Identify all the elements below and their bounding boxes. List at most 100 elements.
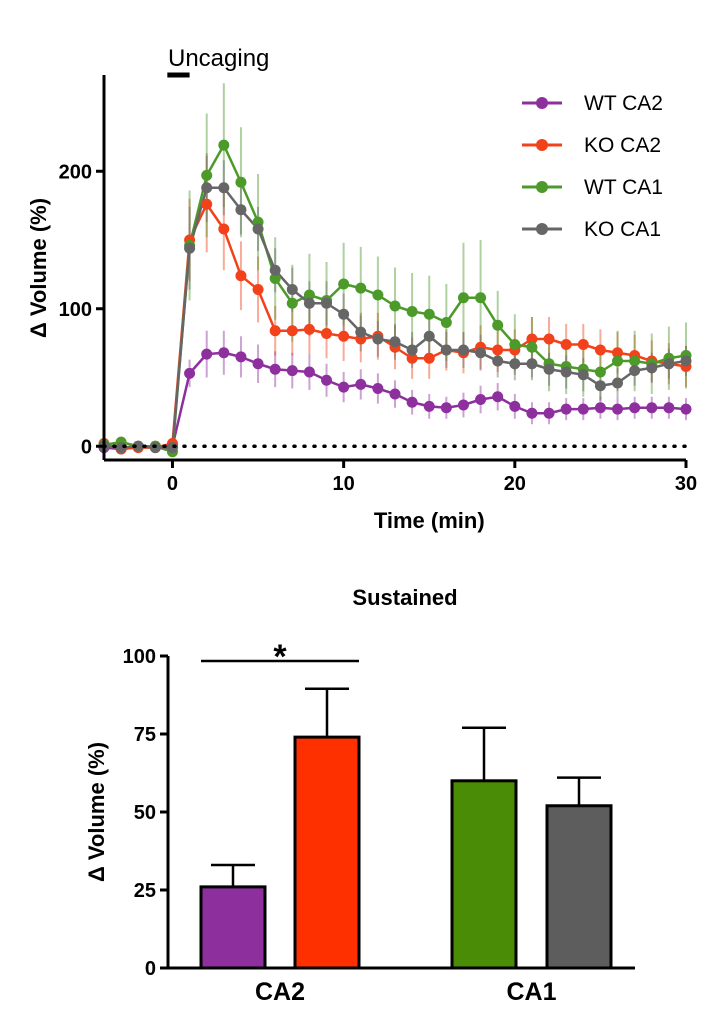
- ko-ca1-bar: [545, 804, 613, 970]
- ko-ca1-data-point: [166, 442, 178, 454]
- wt-ca2-data-point: [509, 400, 521, 412]
- ko-ca2-data-point: [338, 330, 350, 342]
- wt-ca1-data-point: [338, 278, 350, 290]
- ko-ca1-data-point: [406, 344, 418, 356]
- wt-ca2-data-point: [423, 400, 435, 412]
- line-chart-y-axis-title: Δ Volume (%): [26, 198, 51, 338]
- wt-ca1-data-point: [218, 139, 230, 151]
- line-chart-x-axis-title: Time (min): [374, 508, 485, 533]
- wt-ca1-data-point: [406, 306, 418, 317]
- wt-ca1-data-point: [612, 355, 624, 367]
- wt-ca2-data-point: [629, 402, 641, 414]
- bar-chart-group-labels: CA2 CA1: [255, 978, 557, 1006]
- bar-chart-error-bars: [211, 687, 601, 910]
- y-tick-label: 0: [81, 436, 92, 458]
- wt-ca1-data-point: [235, 176, 247, 188]
- ko-ca1-data-point: [663, 358, 675, 370]
- wt-ca1-data-point: [423, 308, 435, 320]
- wt-ca1-legend-label: WT CA1: [584, 176, 663, 199]
- ko-ca1-data-point: [423, 330, 435, 342]
- wt-ca1-data-point: [440, 317, 452, 328]
- ko-ca2-data-point: [303, 323, 315, 335]
- x-tick-label: 20: [504, 473, 526, 495]
- bar-chart-y-ticks: 0 25 50 75 100: [123, 646, 168, 980]
- wt-ca1-data-point: [355, 282, 367, 294]
- wt-ca2-data-point: [492, 391, 504, 403]
- wt-ca2-data-point: [560, 403, 572, 415]
- wt-ca1-data-point: [629, 355, 641, 367]
- line-chart-legend: WT CA2 KO CA2 WT CA1 KO CA1: [522, 92, 663, 241]
- wt-ca1-data-point: [303, 289, 315, 301]
- wt-ca2-data-point: [372, 383, 384, 394]
- wt-ca1-data-point: [475, 292, 487, 304]
- x-tick-label: 0: [167, 473, 178, 495]
- wt-ca2-data-point: [303, 366, 315, 378]
- wt-ca2-data-point: [286, 365, 298, 377]
- ko-ca2-data-point: [201, 198, 213, 210]
- wt-ca2-legend-label: WT CA2: [584, 92, 663, 115]
- ko-ca1-data-point: [680, 355, 692, 367]
- ko-ca2-data-point: [612, 347, 624, 359]
- wt-ca2-data-point: [406, 396, 418, 408]
- bar-chart: Sustained 0 25 50 75 100 CA2 CA1 Δ Volume (%)…: [84, 585, 635, 1006]
- ko-ca1-data-point: [218, 182, 230, 194]
- bar-chart-y-axis-title: Δ Volume (%): [84, 742, 109, 882]
- ko-ca1-legend-label: KO CA1: [584, 218, 661, 241]
- ko-ca2-data-point: [526, 333, 538, 345]
- y-tick-label: 100: [59, 299, 92, 321]
- wt-ca2-data-point: [184, 367, 196, 379]
- wt-ca2-data-point: [680, 403, 692, 415]
- bar-y-tick-label: 25: [134, 880, 156, 902]
- line-chart-y-ticks: 0 100 200: [59, 161, 104, 458]
- ko-ca1-data-point: [509, 358, 521, 370]
- ko-ca1-data-point: [475, 347, 487, 359]
- bar-y-tick-label: 50: [134, 802, 156, 824]
- uncaging-label: Uncaging: [168, 45, 269, 72]
- ko-ca2-data-point: [423, 352, 435, 364]
- bar-y-tick-label: 0: [145, 958, 156, 980]
- ko-ca1-data-point: [594, 380, 606, 392]
- wt-ca2-data-point: [594, 402, 606, 414]
- bar-chart-bars: [199, 735, 613, 970]
- wt-ca1-data-point: [201, 169, 213, 181]
- ko-ca1-data-point: [303, 297, 315, 309]
- ko-ca2-legend-marker: [536, 139, 548, 151]
- ko-ca1-data-point: [235, 204, 247, 216]
- wt-ca2-data-point: [457, 399, 469, 411]
- ko-ca2-data-point: [321, 328, 333, 339]
- wt-ca2-data-point: [235, 351, 247, 363]
- wt-ca2-bar: [199, 885, 267, 970]
- wt-ca2-data-point: [389, 388, 401, 400]
- ko-ca1-data-point: [321, 297, 333, 309]
- ko-ca2-bar: [293, 735, 361, 970]
- wt-ca2-data-point: [338, 381, 350, 393]
- ko-ca1-data-point: [389, 336, 401, 348]
- bar-y-tick-label: 100: [123, 646, 156, 668]
- wt-ca1-data-point: [372, 289, 384, 301]
- ko-ca2-data-point: [406, 352, 418, 364]
- ko-ca1-data-point: [440, 344, 452, 356]
- ko-ca1-data-point: [372, 333, 384, 345]
- wt-ca2-data-point: [612, 403, 624, 415]
- ko-ca1-data-point: [577, 369, 589, 381]
- ko-ca1-data-point: [338, 308, 350, 320]
- ko-ca2-data-point: [218, 223, 230, 235]
- ko-ca2-data-point: [269, 325, 281, 337]
- ko-ca1-data-point: [646, 362, 658, 374]
- ko-ca1-data-point: [457, 344, 469, 356]
- wt-ca2-data-point: [646, 402, 658, 414]
- ko-ca2-data-point: [577, 339, 589, 350]
- ko-ca1-data-point: [543, 363, 555, 375]
- wt-ca2-data-point: [321, 374, 333, 386]
- line-chart-x-ticks: 0 10 20 30: [167, 460, 697, 495]
- ko-ca1-legend-marker: [536, 223, 548, 235]
- wt-ca2-data-point: [543, 407, 555, 419]
- ko-ca2-data-point: [252, 284, 264, 295]
- ko-ca1-data-point: [629, 365, 641, 377]
- wt-ca2-data-point: [218, 347, 230, 359]
- ko-ca1-data-point: [492, 355, 504, 367]
- x-tick-label: 10: [333, 473, 355, 495]
- wt-ca2-data-point: [440, 402, 452, 414]
- ko-ca1-data-point: [252, 223, 264, 235]
